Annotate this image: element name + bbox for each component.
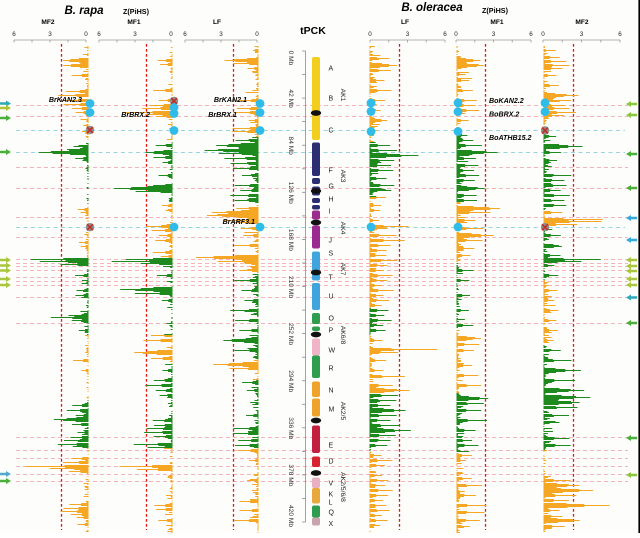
svg-text:MF2: MF2: [41, 19, 55, 26]
svg-text:AK2/5: AK2/5: [339, 402, 346, 421]
svg-text:BoATHB15.2: BoATHB15.2: [489, 134, 531, 142]
svg-text:0: 0: [169, 31, 173, 38]
svg-text:I: I: [329, 208, 331, 215]
svg-text:252 Mb: 252 Mb: [287, 323, 294, 345]
svg-text:0 Mb: 0 Mb: [287, 51, 294, 66]
svg-text:168 Mb: 168 Mb: [287, 229, 294, 251]
svg-text:BrKAN2.1: BrKAN2.1: [214, 96, 247, 104]
svg-text:tPCK: tPCK: [300, 25, 326, 37]
svg-text:LF: LF: [401, 19, 409, 26]
svg-text:BrBRX.1: BrBRX.1: [208, 111, 237, 119]
svg-text:MF2: MF2: [575, 19, 589, 26]
svg-text:42 Mb: 42 Mb: [287, 89, 294, 108]
svg-text:B. oleracea: B. oleracea: [401, 2, 463, 14]
svg-text:378 Mb: 378 Mb: [287, 464, 294, 486]
svg-text:3: 3: [580, 31, 584, 38]
svg-text:0: 0: [541, 31, 545, 38]
svg-text:W: W: [329, 347, 336, 354]
svg-text:AK1: AK1: [339, 89, 346, 102]
svg-text:0: 0: [84, 31, 88, 38]
svg-text:0: 0: [454, 31, 458, 38]
svg-text:AK7: AK7: [339, 263, 346, 276]
svg-text:84 Mb: 84 Mb: [287, 137, 294, 156]
svg-text:K: K: [329, 491, 334, 498]
svg-text:Z(PiHS): Z(PiHS): [123, 7, 150, 16]
svg-text:P: P: [329, 327, 334, 334]
svg-text:MF1: MF1: [127, 19, 141, 26]
svg-text:BrARF3.1: BrARF3.1: [223, 218, 255, 226]
svg-text:294 Mb: 294 Mb: [287, 370, 294, 392]
svg-text:Z(PiHS): Z(PiHS): [482, 6, 509, 15]
svg-text:L: L: [329, 499, 333, 506]
svg-text:AK3: AK3: [339, 170, 346, 183]
svg-text:A: A: [329, 65, 334, 72]
svg-text:C: C: [329, 127, 334, 134]
svg-text:210 Mb: 210 Mb: [287, 276, 294, 298]
svg-text:H: H: [329, 196, 334, 203]
svg-text:Q: Q: [329, 509, 335, 516]
svg-text:6: 6: [183, 31, 187, 38]
svg-text:3: 3: [219, 31, 223, 38]
svg-text:AK6/8: AK6/8: [339, 326, 346, 345]
svg-text:3: 3: [492, 31, 496, 38]
svg-text:E: E: [329, 442, 334, 449]
svg-text:0: 0: [368, 31, 372, 38]
svg-text:6: 6: [12, 31, 16, 38]
svg-text:V: V: [329, 480, 334, 487]
svg-text:N: N: [329, 387, 334, 394]
svg-text:M: M: [329, 406, 335, 413]
svg-text:U: U: [329, 293, 334, 300]
svg-text:D: D: [329, 458, 334, 465]
svg-text:126 Mb: 126 Mb: [287, 182, 294, 204]
svg-text:B: B: [329, 95, 334, 102]
svg-text:0: 0: [255, 31, 259, 38]
svg-text:6: 6: [97, 31, 101, 38]
svg-text:AK2/5/6/8: AK2/5/6/8: [339, 472, 346, 502]
svg-text:6: 6: [443, 31, 447, 38]
svg-text:S: S: [329, 250, 334, 257]
svg-text:3: 3: [133, 31, 137, 38]
svg-text:F: F: [329, 167, 333, 174]
svg-text:BoKAN2.2: BoKAN2.2: [489, 97, 524, 105]
svg-text:R: R: [329, 365, 334, 372]
svg-text:BrBRX.2: BrBRX.2: [121, 111, 150, 119]
svg-text:336 Mb: 336 Mb: [287, 417, 294, 439]
svg-text:6: 6: [618, 31, 622, 38]
svg-text:T: T: [329, 274, 334, 281]
svg-text:X: X: [329, 521, 334, 528]
svg-text:6: 6: [529, 31, 533, 38]
svg-text:O: O: [329, 315, 335, 322]
svg-text:420 Mb: 420 Mb: [287, 505, 294, 527]
svg-text:MF1: MF1: [490, 19, 504, 26]
svg-text:B. rapa: B. rapa: [65, 5, 105, 17]
svg-text:AK4: AK4: [339, 222, 346, 235]
svg-text:BrKAN2.3: BrKAN2.3: [49, 96, 82, 104]
svg-text:G: G: [329, 183, 334, 190]
svg-text:LF: LF: [213, 19, 221, 26]
svg-text:3: 3: [48, 31, 52, 38]
svg-text:BoBRX.2: BoBRX.2: [489, 111, 519, 119]
svg-text:J: J: [329, 237, 333, 244]
svg-text:3: 3: [406, 31, 410, 38]
